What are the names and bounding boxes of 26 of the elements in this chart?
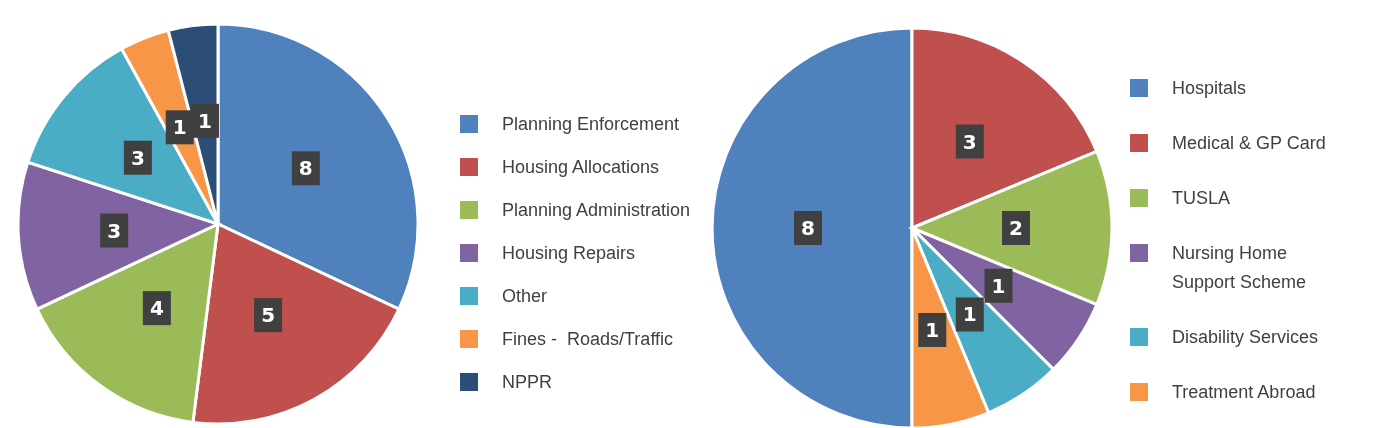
data-label: 1 — [198, 108, 212, 133]
legend-label: Treatment Abroad — [1172, 381, 1316, 404]
legend-label: Hospitals — [1172, 77, 1247, 100]
data-label: 8 — [298, 156, 313, 181]
data-label: 1 — [925, 318, 940, 342]
legend-label: Planning Administration — [502, 199, 691, 222]
data-label: 3 — [130, 145, 145, 170]
legend-label: Medical & GP Card — [1172, 132, 1326, 155]
data-label: 1 — [991, 273, 1006, 298]
legend-label: NPPR — [502, 371, 553, 394]
legend-label: Housing Allocations — [502, 156, 660, 179]
data-label: 1 — [172, 115, 187, 140]
legend-label: Other — [502, 285, 548, 308]
legend-label: Nursing Home Support Scheme — [1172, 242, 1308, 294]
data-label: 2 — [1009, 216, 1023, 240]
legend-label: TUSLA — [1172, 187, 1231, 210]
legend-label: Planning Enforcement — [502, 113, 680, 136]
legend-label: Fines - Roads/Traffic — [502, 328, 674, 351]
data-label: 3 — [962, 129, 977, 154]
data-label: 4 — [149, 296, 164, 321]
data-label: 3 — [107, 218, 122, 243]
data-label: 5 — [261, 303, 276, 328]
legend-label: Disability Services — [1172, 326, 1319, 349]
data-label: 8 — [801, 216, 815, 240]
legend-label: Housing Repairs — [502, 242, 636, 265]
data-label: 1 — [962, 302, 977, 327]
